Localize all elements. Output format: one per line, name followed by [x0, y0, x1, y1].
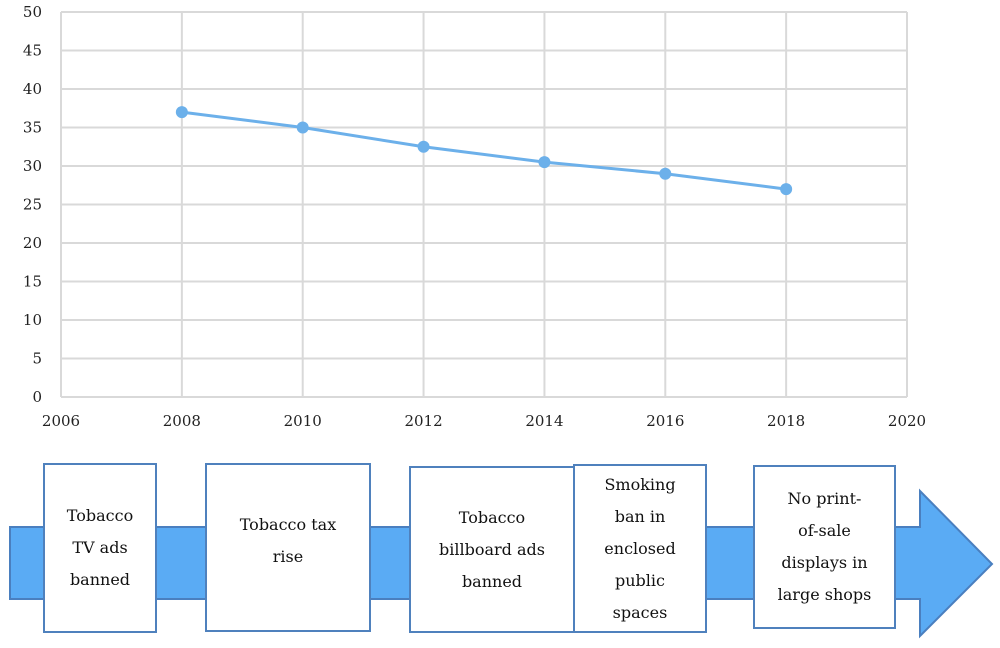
line-chart: 0 5 10 15 20 25 30 35 40 45 50 2006 2008 2010 2012 201…	[23, 3, 926, 430]
x-tick-label: 2020	[888, 412, 926, 430]
x-tick-label: 2016	[646, 412, 684, 430]
y-tick-label: 0	[32, 388, 42, 406]
x-axis-ticks: 2006 2008 2010 2012 2014 2016 2018 2020	[42, 412, 926, 430]
data-point	[175, 106, 188, 119]
x-tick-label: 2010	[284, 412, 322, 430]
timeline-event-tax-rise: Tobacco tax rise	[205, 463, 371, 632]
x-tick-label: 2008	[163, 412, 201, 430]
y-tick-label: 10	[23, 311, 42, 329]
timeline-event-point-of-sale: No print- of-sale displays in large shop…	[753, 465, 896, 629]
timeline-event-label: Tobacco TV ads banned	[66, 506, 134, 589]
chart-series	[175, 106, 793, 196]
x-tick-label: 2006	[42, 412, 80, 430]
data-point	[538, 156, 551, 169]
y-axis-ticks: 0 5 10 15 20 25 30 35 40 45 50	[23, 3, 42, 406]
timeline-event-label: No print- of-sale displays in large shop…	[777, 489, 872, 604]
data-point	[417, 140, 430, 153]
y-tick-label: 30	[23, 157, 42, 175]
y-tick-label: 25	[23, 196, 42, 214]
x-tick-label: 2012	[404, 412, 442, 430]
y-tick-label: 20	[23, 234, 42, 252]
y-tick-label: 15	[23, 273, 42, 291]
data-point	[659, 167, 672, 180]
data-point	[296, 121, 309, 134]
timeline-event-label: Tobacco tax rise	[239, 515, 337, 566]
chart-grid	[60, 11, 908, 398]
timeline-event-billboard-ads: Tobacco billboard ads banned	[409, 466, 575, 633]
timeline-event-label: Smoking ban in enclosed public spaces	[604, 474, 676, 622]
timeline-event-label: Tobacco billboard ads banned	[439, 507, 545, 591]
series-line	[181, 110, 787, 191]
y-tick-label: 40	[23, 80, 42, 98]
data-point	[780, 183, 793, 196]
timeline-event-smoking-ban: Smoking ban in enclosed public spaces	[573, 464, 707, 633]
y-tick-label: 5	[32, 350, 42, 368]
x-tick-label: 2018	[767, 412, 805, 430]
x-tick-label: 2014	[525, 412, 563, 430]
y-tick-label: 50	[23, 3, 42, 21]
timeline-event-tv-ads: Tobacco TV ads banned	[43, 463, 157, 633]
y-tick-label: 35	[23, 119, 42, 137]
y-tick-label: 45	[23, 42, 42, 60]
